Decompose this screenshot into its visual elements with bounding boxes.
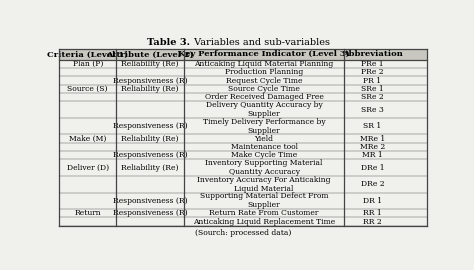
Text: Reliability (Re): Reliability (Re): [121, 85, 179, 93]
Text: MR 1: MR 1: [362, 151, 383, 159]
Text: Return: Return: [74, 209, 101, 217]
Text: SRe 1: SRe 1: [361, 85, 384, 93]
Text: MRe 1: MRe 1: [360, 135, 385, 143]
Text: Inventory Accuracy For Anticaking
Liquid Material: Inventory Accuracy For Anticaking Liquid…: [197, 176, 331, 193]
Text: Table 3.: Table 3.: [146, 38, 190, 47]
Text: Attribute (Level 2): Attribute (Level 2): [107, 50, 194, 58]
Text: Plan (P): Plan (P): [73, 60, 103, 68]
Text: Delivery Quantity Accuracy by
Supplier: Delivery Quantity Accuracy by Supplier: [206, 101, 322, 118]
Text: DRe 2: DRe 2: [361, 180, 384, 188]
Text: MRe 2: MRe 2: [360, 143, 385, 151]
Text: Criteria (Level 1): Criteria (Level 1): [47, 50, 128, 58]
Text: Responsiveness (R): Responsiveness (R): [113, 151, 188, 159]
Text: Deliver (D): Deliver (D): [67, 164, 109, 172]
Bar: [59, 49, 427, 60]
Text: Make (M): Make (M): [69, 135, 106, 143]
Text: Abbreviation: Abbreviation: [342, 50, 403, 58]
Text: Key Performance Indicator (Level 3): Key Performance Indicator (Level 3): [178, 50, 350, 58]
Text: PR 1: PR 1: [364, 77, 382, 85]
Text: PRe 2: PRe 2: [361, 68, 384, 76]
Text: Maintenance tool: Maintenance tool: [230, 143, 298, 151]
Text: (Sourch: processed data): (Sourch: processed data): [195, 229, 291, 237]
Text: PRe 1: PRe 1: [361, 60, 384, 68]
Text: Timely Delivery Performance by
Supplier: Timely Delivery Performance by Supplier: [203, 118, 325, 135]
Text: Responsiveness (R): Responsiveness (R): [113, 122, 188, 130]
Text: DR 1: DR 1: [363, 197, 382, 205]
Text: SRe 2: SRe 2: [361, 93, 384, 101]
Text: Supporting Material Defect From
Supplier: Supporting Material Defect From Supplier: [200, 192, 328, 210]
Text: Reliability (Re): Reliability (Re): [121, 60, 179, 68]
Text: Responsiveness (R): Responsiveness (R): [113, 209, 188, 217]
Text: Reliability (Re): Reliability (Re): [121, 164, 179, 172]
Text: RR 1: RR 1: [363, 209, 382, 217]
Text: Responsiveness (R): Responsiveness (R): [113, 77, 188, 85]
Text: Source Cycle Time: Source Cycle Time: [228, 85, 300, 93]
Text: RR 2: RR 2: [363, 218, 382, 226]
Text: SRe 3: SRe 3: [361, 106, 384, 114]
Text: Source (S): Source (S): [67, 85, 108, 93]
Text: Anticaking Liquid Replacement Time: Anticaking Liquid Replacement Time: [193, 218, 335, 226]
Text: DRe 1: DRe 1: [361, 164, 384, 172]
Text: Make Cycle Time: Make Cycle Time: [231, 151, 297, 159]
Text: Inventory Supporting Material
Quantity Accuracy: Inventory Supporting Material Quantity A…: [205, 159, 323, 176]
Text: Request Cycle Time: Request Cycle Time: [226, 77, 302, 85]
Text: Responsiveness (R): Responsiveness (R): [113, 197, 188, 205]
Text: Variables and sub-variables: Variables and sub-variables: [191, 38, 330, 47]
Text: Yield: Yield: [255, 135, 273, 143]
Text: Return Rate From Customer: Return Rate From Customer: [210, 209, 319, 217]
Text: Anticaking Liquid Material Planning: Anticaking Liquid Material Planning: [194, 60, 334, 68]
Text: SR 1: SR 1: [363, 122, 382, 130]
Text: Order Received Damaged Free: Order Received Damaged Free: [205, 93, 323, 101]
Text: Reliability (Re): Reliability (Re): [121, 135, 179, 143]
Text: Production Planning: Production Planning: [225, 68, 303, 76]
